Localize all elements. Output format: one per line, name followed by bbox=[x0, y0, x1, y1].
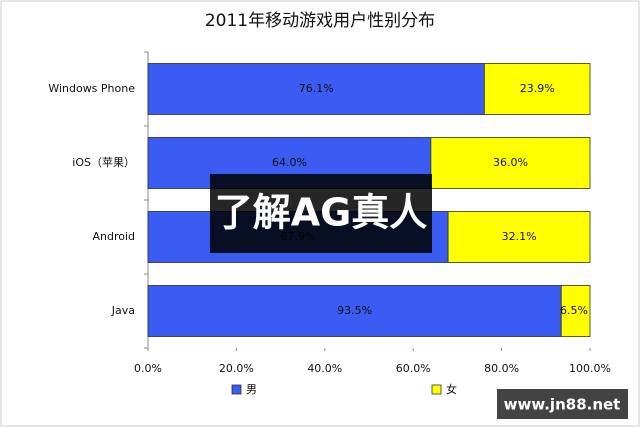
value-label: 23.9% bbox=[520, 82, 555, 95]
x-tick-label: 100.0% bbox=[569, 362, 611, 375]
category-label: Java bbox=[111, 304, 135, 317]
legend-swatch bbox=[431, 384, 442, 395]
value-label: 64.0% bbox=[272, 156, 307, 169]
legend-label: 女 bbox=[446, 382, 457, 396]
bar-segment bbox=[147, 63, 485, 115]
legend-swatch bbox=[231, 384, 242, 395]
legend-label: 男 bbox=[246, 383, 257, 396]
value-label: 93.5% bbox=[337, 304, 372, 317]
category-label: Android bbox=[92, 230, 135, 243]
category-label: iOS（苹果） bbox=[72, 155, 135, 169]
x-tick-label: 20.0% bbox=[219, 362, 254, 375]
chart-title: 2011年移动游戏用户性别分布 bbox=[205, 11, 435, 31]
category-label: Windows Phone bbox=[48, 82, 135, 95]
x-tick-label: 80.0% bbox=[484, 362, 519, 375]
bar-segment bbox=[447, 211, 591, 263]
overlay-box bbox=[210, 174, 432, 253]
bar-segment bbox=[147, 285, 562, 337]
value-label: 36.0% bbox=[493, 156, 528, 169]
bar-segment bbox=[483, 63, 591, 115]
value-label: 76.1% bbox=[299, 82, 334, 95]
value-label: 32.1% bbox=[502, 230, 537, 243]
bar-segment bbox=[430, 137, 591, 189]
x-tick-label: 0.0% bbox=[134, 362, 162, 375]
bar-segment bbox=[560, 285, 591, 337]
x-tick-label: 40.0% bbox=[307, 362, 342, 375]
value-label: 6.5% bbox=[560, 304, 588, 317]
watermark-box bbox=[497, 389, 628, 419]
watermark-text: www.jn88.net bbox=[504, 396, 621, 414]
x-tick-label: 60.0% bbox=[396, 362, 431, 375]
overlay-text: 了解AG真人 bbox=[215, 191, 428, 235]
